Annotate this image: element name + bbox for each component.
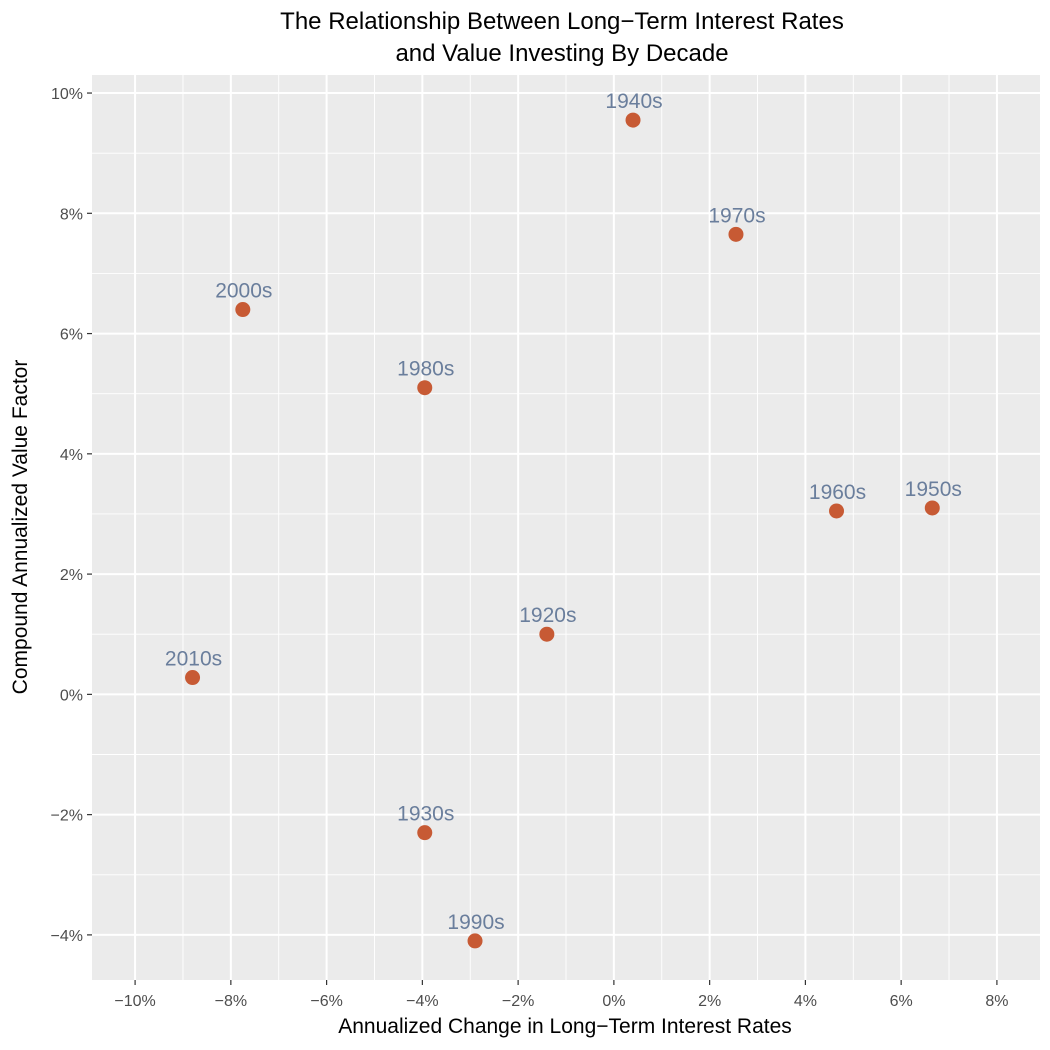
x-tick-label: 0% (602, 993, 625, 1010)
y-tick-label: −2% (51, 808, 83, 825)
data-point (539, 626, 555, 642)
y-tick-label: 8% (60, 206, 83, 223)
x-tick-label: −10% (114, 993, 155, 1010)
point-label: 1990s (447, 911, 504, 934)
point-label: 1930s (397, 803, 454, 826)
y-tick-label: 6% (60, 327, 83, 344)
y-axis-title: Compound Annualized Value Factor (9, 360, 32, 695)
x-tick-label: −2% (502, 993, 534, 1010)
x-tick-label: −6% (310, 993, 342, 1010)
chart-title: The Relationship Between Long−Term Inter… (280, 8, 844, 35)
chart-subtitle: and Value Investing By Decade (395, 40, 728, 67)
y-tick-label: 10% (51, 86, 83, 103)
axis-ticks: −10% −8% −6% −4% −2% 0% 2% 4% 6% 8% −4% −2% 0% 2% 4% 6%… (51, 86, 1009, 1010)
data-point (924, 500, 940, 516)
x-tick-label: 4% (794, 993, 817, 1010)
data-point (185, 670, 201, 686)
point-label: 1950s (905, 478, 962, 501)
y-tick-label: 0% (60, 687, 83, 704)
x-tick-label: 8% (985, 993, 1008, 1010)
data-points: 1920s 1930s 1940s 1950s 1960s 1970s 1980s 1990s… (165, 90, 962, 949)
data-point (467, 933, 483, 949)
point-label: 1960s (809, 481, 866, 504)
y-tick-label: −4% (51, 928, 83, 945)
data-point (728, 226, 744, 242)
y-tick-label: 4% (60, 447, 83, 464)
y-tick-label: 2% (60, 567, 83, 584)
data-point (417, 825, 433, 841)
point-label: 1970s (708, 204, 765, 227)
point-label: 2000s (215, 280, 272, 303)
data-point (235, 302, 251, 318)
x-tick-label: 6% (890, 993, 913, 1010)
x-tick-label: 2% (698, 993, 721, 1010)
x-tick-label: −8% (215, 993, 247, 1010)
data-point (417, 380, 433, 396)
data-point (829, 503, 845, 519)
data-point (625, 112, 641, 128)
x-tick-label: −4% (406, 993, 438, 1010)
point-label: 1980s (397, 358, 454, 381)
point-label: 2010s (165, 648, 222, 671)
x-axis-title: Annualized Change in Long−Term Interest … (338, 1015, 792, 1038)
point-label: 1940s (605, 90, 662, 113)
point-label: 1920s (519, 604, 576, 627)
